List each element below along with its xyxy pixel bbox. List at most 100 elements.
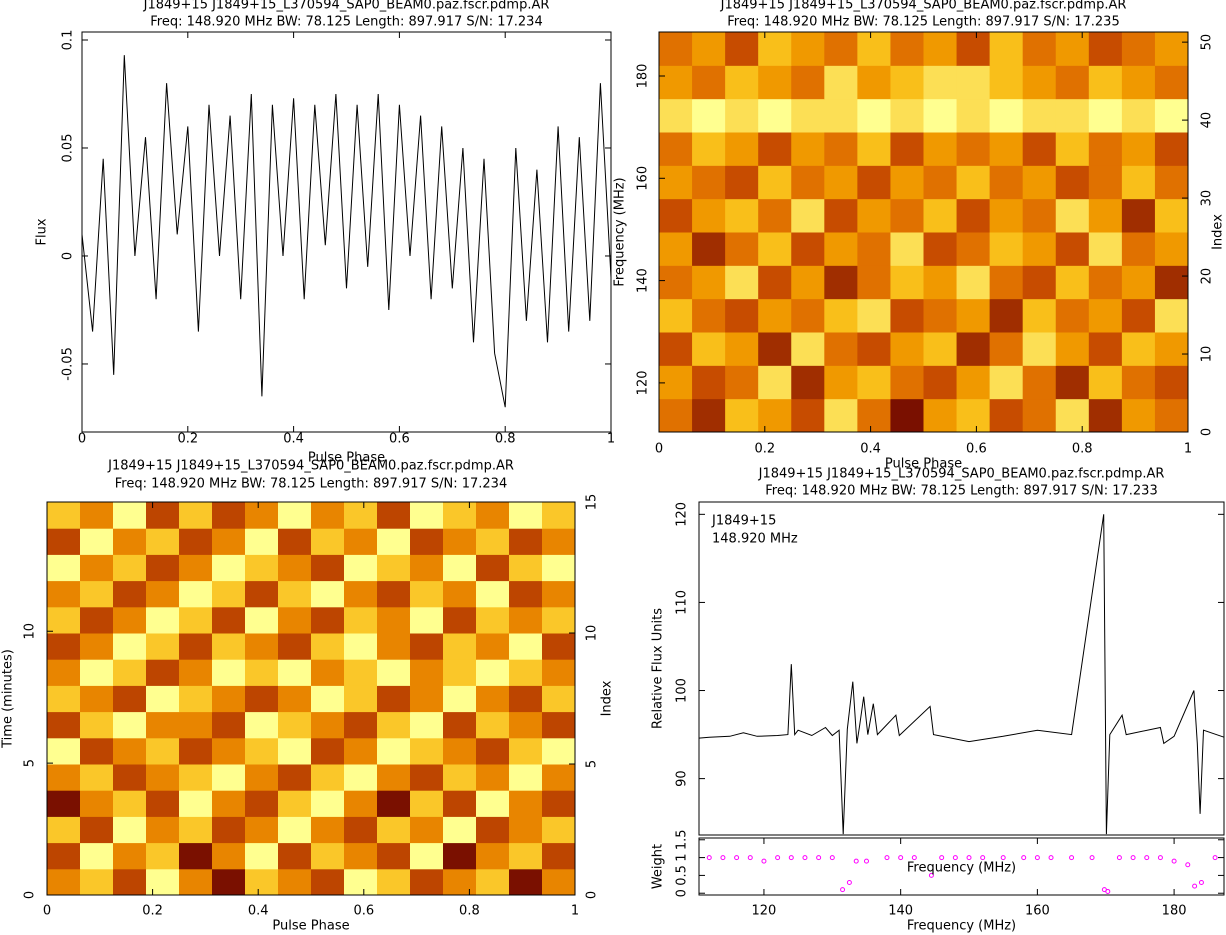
heatmap-cell	[476, 685, 510, 713]
plot-frame	[698, 501, 1225, 836]
heatmap-cell	[758, 132, 792, 166]
heatmap-cell	[443, 659, 477, 686]
heatmap-cell	[179, 737, 213, 765]
heatmap-cell	[476, 737, 510, 765]
heatmap-cell	[179, 868, 213, 896]
heatmap-cell	[245, 606, 279, 634]
heatmap-cell	[80, 685, 114, 713]
heatmap-cell	[80, 790, 114, 817]
heatmap-cell	[1088, 132, 1123, 166]
heatmap-cell	[509, 528, 543, 555]
y-tick-label: 110	[675, 590, 690, 615]
x-tick-label: 0.2	[754, 442, 775, 457]
heatmap-cell	[47, 528, 81, 555]
heatmap-cell	[824, 98, 858, 133]
heatmap-cell	[47, 685, 81, 713]
heatmap-cell	[476, 842, 510, 870]
heatmap-cell	[1055, 65, 1090, 100]
y-tick-label: 90	[675, 770, 690, 787]
heatmap-cell	[113, 764, 147, 791]
y-tick-label: 0.5	[675, 865, 690, 886]
heatmap-cell	[311, 842, 345, 870]
heatmap-cell	[476, 790, 510, 817]
heatmap-cell	[278, 580, 312, 608]
heatmap-cell	[1121, 332, 1156, 366]
heatmap-cell	[344, 633, 378, 660]
heatmap-cell	[824, 298, 858, 333]
heatmap-cell	[1055, 198, 1090, 233]
heatmap-cell	[113, 868, 147, 896]
data-point	[1185, 862, 1191, 868]
heatmap-cell	[542, 816, 576, 844]
heatmap-cell	[989, 32, 1024, 66]
y-tick-label: 100	[675, 678, 690, 703]
heatmap-cell	[146, 633, 180, 660]
heatmap-cell	[311, 606, 345, 634]
heatmap-cell	[1055, 132, 1090, 166]
y2-axis-label: Index	[1211, 214, 1226, 250]
heatmap-cell	[1121, 198, 1156, 233]
data-point	[966, 855, 972, 861]
heatmap-cell	[245, 528, 279, 555]
x-tick-label: 0.4	[283, 432, 304, 447]
heatmap-cell	[956, 365, 991, 400]
heatmap-cell	[47, 764, 81, 791]
heatmap-cell	[410, 528, 444, 555]
heatmap-cell	[113, 606, 147, 634]
heatmap-cell	[47, 502, 81, 529]
heatmap-cell	[47, 606, 81, 634]
x-tick-label: 0.4	[860, 442, 881, 457]
heatmap-cell	[1121, 98, 1156, 133]
heatmap-cell	[278, 606, 312, 634]
heatmap-cell	[179, 606, 213, 634]
heatmap-cell	[410, 711, 444, 739]
data-point	[1198, 880, 1204, 886]
heatmap-cell	[113, 502, 147, 529]
y-axis-label: Time (minutes)	[1, 649, 16, 749]
heatmap-cell	[311, 737, 345, 765]
heatmap-cell	[692, 65, 726, 100]
heatmap-cell	[509, 502, 543, 529]
heatmap-cell	[989, 98, 1024, 133]
heatmap-cell	[212, 528, 246, 555]
heatmap-cell	[146, 764, 180, 791]
heatmap-cell	[410, 633, 444, 660]
heatmap-cell	[179, 711, 213, 739]
heatmap-cell	[1154, 198, 1189, 233]
heatmap-cell	[80, 502, 114, 529]
heatmap-cell	[443, 790, 477, 817]
heatmap-cell	[890, 232, 924, 266]
heatmap-cell	[113, 659, 147, 686]
heatmap-cell	[443, 580, 477, 608]
heatmap-cell	[146, 659, 180, 686]
heatmap-cell	[1154, 65, 1189, 100]
heatmap-cell	[509, 685, 543, 713]
heatmap-cell	[212, 633, 246, 660]
heatmap-cell	[542, 842, 576, 870]
heatmap-cell	[1022, 298, 1057, 333]
heatmap-cell	[725, 65, 759, 100]
heatmap-cell	[1121, 298, 1156, 333]
heatmap-cell	[542, 868, 576, 896]
data-point	[1048, 855, 1054, 861]
heatmap-cell	[542, 659, 576, 686]
annotation: J1849+15	[711, 514, 776, 529]
heatmap-cell	[179, 790, 213, 817]
heatmap-cell	[377, 633, 411, 660]
heatmap-cell	[1088, 365, 1123, 400]
heatmap-cell	[989, 332, 1024, 366]
heatmap-cell	[344, 528, 378, 555]
heatmap-cell	[1022, 198, 1057, 233]
data-point	[952, 855, 958, 861]
heatmap-cell	[476, 502, 510, 529]
annotation: 148.920 MHz	[712, 532, 798, 547]
plot-frame	[81, 31, 612, 433]
heatmap-cell	[410, 842, 444, 870]
heatmap-cell	[443, 737, 477, 765]
heatmap-cell	[278, 711, 312, 739]
heatmap-cell	[410, 868, 444, 896]
heatmap-cell	[212, 580, 246, 608]
x-tick-label: 0.2	[177, 432, 198, 447]
heatmap-cell	[377, 790, 411, 817]
data-point	[853, 858, 859, 864]
